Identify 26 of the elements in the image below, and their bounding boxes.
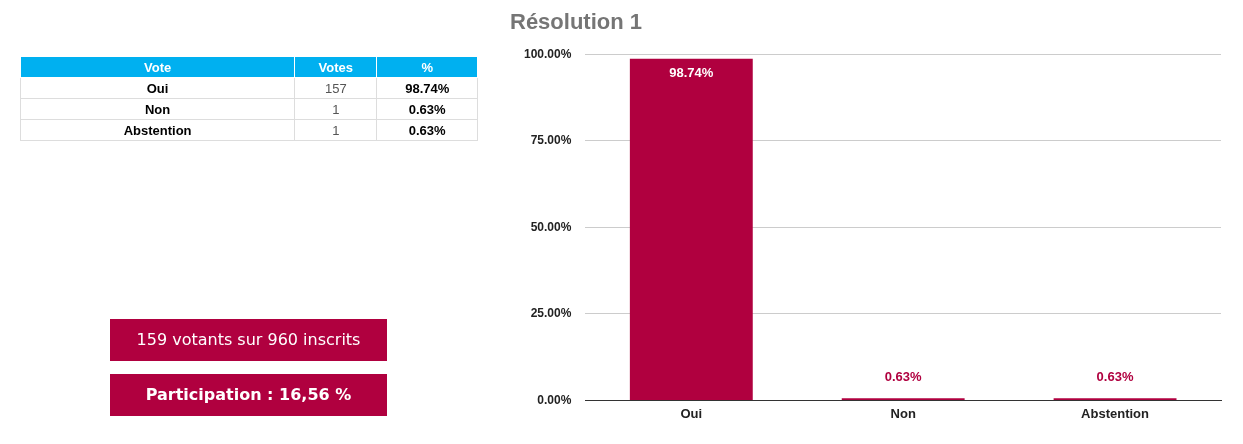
text: 1 (294, 119, 377, 141)
text: Abstention (20, 119, 295, 141)
text: 98.74% (376, 77, 478, 99)
text: 0.63% (376, 98, 478, 120)
chart-title: Résolution 1 (510, 9, 643, 35)
y-tick-label: 0.00% (537, 392, 572, 407)
y-tick-label: 75.00% (530, 133, 572, 148)
x-tick-label: Non (890, 405, 916, 421)
text: Vote (20, 56, 295, 78)
data-label: 0.63% (1096, 369, 1134, 385)
text: 157 (294, 77, 377, 99)
y-tick-label: 100.00% (524, 46, 572, 61)
text: Participation : 16,56 % (110, 374, 387, 416)
text: Oui (20, 77, 295, 99)
text: % (376, 56, 478, 78)
x-tick-label: Oui (680, 405, 703, 421)
text: Votes (294, 56, 377, 78)
data-label: 98.74% (669, 64, 714, 80)
y-tick-label: 50.00% (530, 219, 572, 234)
text: 1 (294, 98, 377, 120)
x-tick-label: Abstention (1081, 405, 1150, 421)
text: 0.63% (376, 119, 478, 141)
text: Non (20, 98, 295, 120)
text: 159 votants sur 960 inscrits (110, 319, 387, 361)
data-label: 0.63% (884, 369, 923, 385)
y-tick-label: 25.00% (530, 306, 572, 321)
